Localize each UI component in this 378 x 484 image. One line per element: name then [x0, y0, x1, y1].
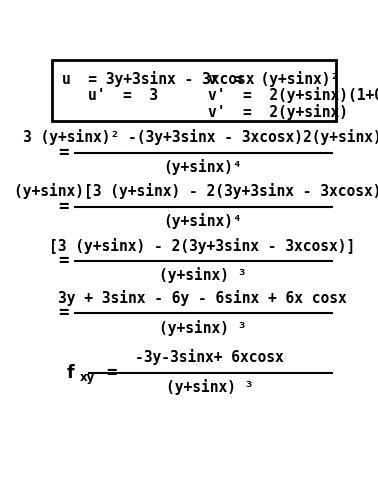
- Text: [3 (y+sinx) - 2(3y+3sinx - 3xcosx)]: [3 (y+sinx) - 2(3y+3sinx - 3xcosx)]: [50, 238, 356, 254]
- Text: v  =  (y+sinx)²: v = (y+sinx)²: [208, 71, 339, 87]
- Text: v'  =  2(y+sinx)(1+0): v' = 2(y+sinx)(1+0): [208, 87, 378, 104]
- Text: 3y + 3sinx - 6y - 6sinx + 6x cosx: 3y + 3sinx - 6y - 6sinx + 6x cosx: [58, 290, 347, 306]
- Text: =: =: [58, 198, 69, 216]
- Text: (y+sinx) ³: (y+sinx) ³: [166, 379, 254, 395]
- Text: (y+sinx)⁴: (y+sinx)⁴: [163, 213, 242, 229]
- Text: =: =: [107, 364, 117, 382]
- Text: 3 (y+sinx)² -(3y+3sinx - 3xcosx)2(y+sinx): 3 (y+sinx)² -(3y+3sinx - 3xcosx)2(y+sinx…: [23, 129, 378, 146]
- Text: xy: xy: [79, 371, 95, 384]
- Text: f: f: [66, 364, 74, 382]
- Text: =: =: [58, 252, 69, 270]
- Text: u'  =  3: u' = 3: [88, 88, 158, 103]
- Text: u  = 3y+3sinx - 3xcosx: u = 3y+3sinx - 3xcosx: [62, 71, 254, 87]
- Text: (y+sinx)[3 (y+sinx) - 2(3y+3sinx - 3xcosx)]: (y+sinx)[3 (y+sinx) - 2(3y+3sinx - 3xcos…: [14, 183, 378, 199]
- Text: =: =: [58, 144, 69, 162]
- FancyBboxPatch shape: [52, 60, 336, 121]
- Text: (y+sinx) ³: (y+sinx) ³: [159, 267, 246, 283]
- Text: (y+sinx) ³: (y+sinx) ³: [159, 319, 246, 335]
- Text: v'  =  2(y+sinx): v' = 2(y+sinx): [208, 104, 349, 120]
- Text: =: =: [58, 304, 69, 322]
- Text: -3y-3sinx+ 6xcosx: -3y-3sinx+ 6xcosx: [135, 349, 284, 365]
- Text: (y+sinx)⁴: (y+sinx)⁴: [163, 159, 242, 175]
